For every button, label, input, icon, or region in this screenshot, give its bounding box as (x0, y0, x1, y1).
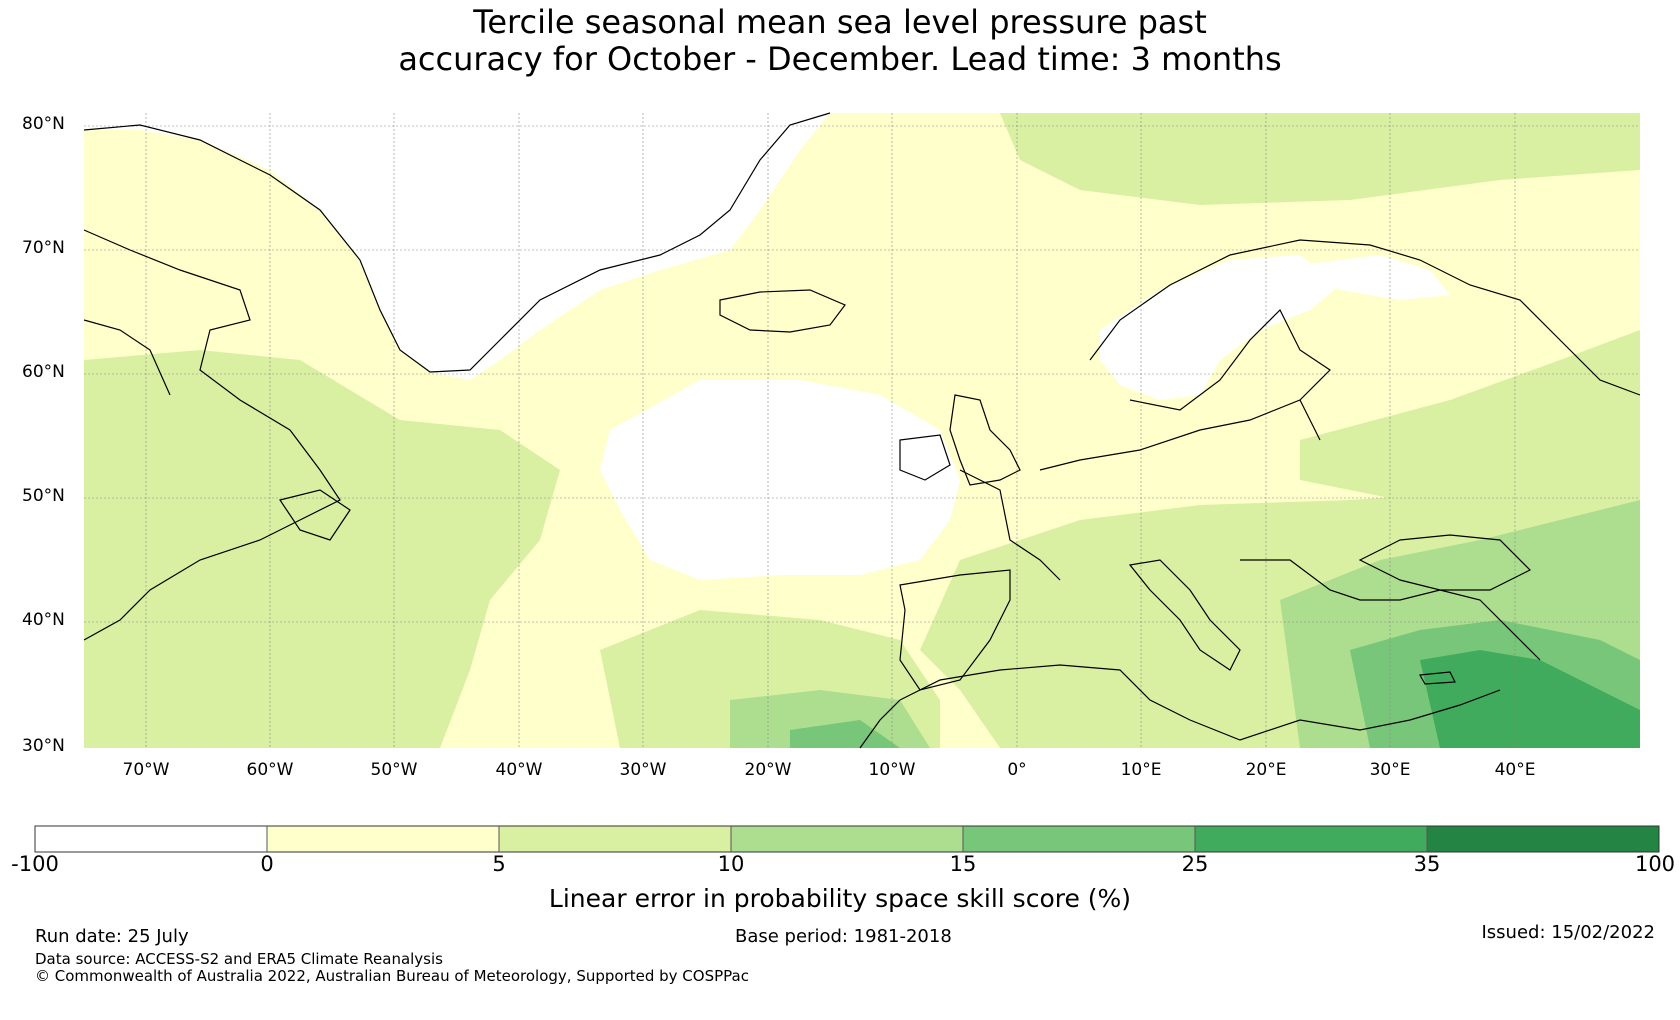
colorbar (34, 825, 1660, 853)
colorbar-bin-25-35 (1195, 826, 1427, 852)
colorbar-bin-5-10 (499, 826, 731, 852)
gridlines (84, 113, 1640, 748)
lat-label-50n: 50°N (22, 486, 65, 506)
region-russia-white (1300, 255, 1450, 300)
lat-label-30n: 30°N (22, 736, 65, 756)
lon-label-30e: 30°E (1369, 760, 1411, 780)
data-source: Data source: ACCESS-S2 and ERA5 Climate … (35, 950, 443, 968)
colorbar-tick-5: 5 (492, 852, 506, 876)
region-levant-green (1420, 650, 1640, 748)
coastline-europe-west (1039, 399, 1321, 471)
coastline-sweden (1129, 308, 1331, 411)
coastline-british-isles (949, 394, 1021, 486)
region-africa-mid-green (730, 690, 930, 748)
coastline-italy (1128, 559, 1241, 671)
colorbar-tick-10: 10 (717, 852, 745, 876)
coastline-france (959, 469, 1061, 581)
lat-label-70n: 70°N (22, 238, 65, 258)
coastline-greenland (83, 112, 831, 373)
lon-label-40e: 40°E (1494, 760, 1536, 780)
coastlines (83, 112, 1641, 749)
lon-label-0: 0° (1007, 760, 1027, 780)
lon-label-30w: 30°W (619, 760, 667, 780)
lon-label-60w: 60°W (246, 760, 294, 780)
region-northamerica-green (84, 350, 560, 748)
lat-label-80n: 80°N (22, 114, 65, 134)
lon-label-40w: 40°W (495, 760, 543, 780)
lon-label-20e: 20°E (1245, 760, 1287, 780)
coastline-iceland (719, 289, 846, 333)
colorbar-bin-35-100 (1427, 826, 1659, 852)
coastline-newfoundland (279, 489, 351, 541)
coastline-north-africa (899, 664, 1501, 741)
lon-label-20w: 20°W (744, 760, 792, 780)
lat-label-40n: 40°N (22, 610, 65, 630)
colorbar-label: Linear error in probability space skill … (548, 884, 1132, 913)
colorbar-bin-0-5 (267, 826, 499, 852)
region-atlantic-white (600, 380, 960, 580)
lon-label-10w: 10°W (868, 760, 916, 780)
colorbar-tick-35: 35 (1413, 852, 1441, 876)
coastline-balkans-turkey (1240, 559, 1541, 661)
run-date: Run date: 25 July (35, 926, 189, 947)
chart-title-line1: Tercile seasonal mean sea level pressure… (473, 3, 1207, 41)
copyright: © Commonwealth of Australia 2022, Austra… (35, 967, 749, 985)
colorbar-bin-neg100-0 (35, 826, 267, 852)
coastline-ireland (899, 434, 951, 481)
colorbar-tick-15: 15 (949, 852, 977, 876)
region-scandinavia-white (1100, 255, 1340, 400)
coastline-black-sea (1358, 534, 1532, 591)
coastline-scandinavia (1089, 239, 1641, 396)
lon-label-70w: 70°W (122, 760, 170, 780)
coastline-labrador (83, 319, 171, 396)
colorbar-tick-0: 0 (260, 852, 274, 876)
colorbar-tick-neg100: -100 (11, 852, 59, 876)
colorbar-bin-10-15 (731, 826, 963, 852)
lon-label-10e: 10°E (1120, 760, 1162, 780)
colorbar-outline (34, 825, 1660, 853)
colorbar-tick-100: 100 (1634, 852, 1676, 876)
coastline-cyprus (1419, 671, 1456, 685)
region-africa-green (790, 720, 900, 748)
issued-date: Issued: 15/02/2022 (1481, 922, 1655, 943)
coastline-canada (83, 229, 341, 641)
base-period: Base period: 1981-2018 (735, 926, 952, 947)
lon-label-50w: 50°W (370, 760, 418, 780)
chart-title-line2: accuracy for October - December. Lead ti… (398, 40, 1282, 78)
coastline-iberia (899, 569, 1011, 691)
region-europe-east-green (1300, 330, 1640, 500)
region-greenland-white (84, 113, 830, 380)
coastline-west-africa (859, 699, 901, 749)
colorbar-bin-15-25 (963, 826, 1195, 852)
lat-label-60n: 60°N (22, 362, 65, 382)
region-svalbard-green (1000, 113, 1640, 205)
colorbar-tick-25: 25 (1181, 852, 1209, 876)
